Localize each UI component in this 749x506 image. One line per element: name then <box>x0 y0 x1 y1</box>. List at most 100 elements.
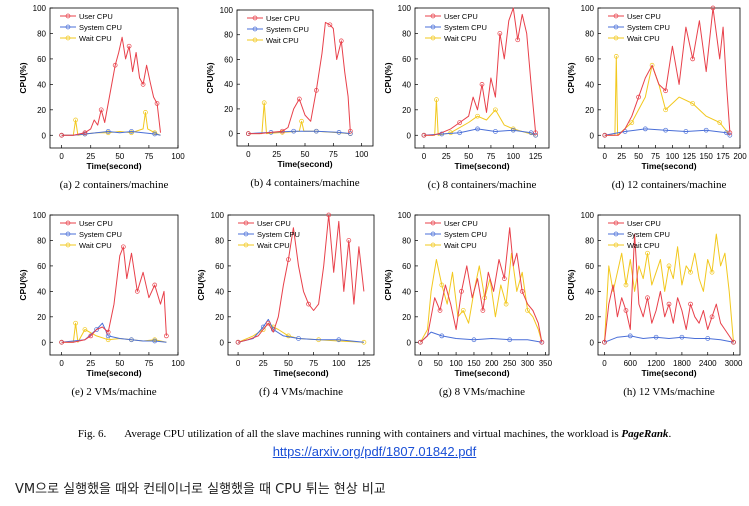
x-tick-label: 250 <box>503 359 517 368</box>
series-marker <box>286 257 291 262</box>
x-tick-label: 200 <box>485 359 499 368</box>
series-marker <box>439 282 445 288</box>
series-marker <box>525 308 530 313</box>
series-marker <box>709 314 715 320</box>
y-tick-label: 60 <box>37 262 46 271</box>
x-tick-label: 300 <box>521 359 535 368</box>
plot-frame <box>414 7 550 149</box>
caption-end: . <box>668 428 672 440</box>
series-marker <box>690 101 696 106</box>
series-user-cpu <box>423 7 537 136</box>
series-marker <box>497 31 503 36</box>
plot-frame <box>49 7 179 149</box>
series-marker <box>688 269 693 275</box>
legend-label: User CPU <box>444 12 478 21</box>
chart-6: 0 20 40 60 80 100 0 25 50 75 100 125 Time(second) CPU… <box>196 211 375 398</box>
series-marker <box>105 329 111 335</box>
series-marker <box>636 94 641 100</box>
series-user-cpu <box>237 214 365 343</box>
series-marker <box>666 263 672 269</box>
x-tick-label: 150 <box>700 152 714 161</box>
x-tick-label: 50 <box>284 359 293 368</box>
y-axis-label: CPU(%) <box>383 62 393 93</box>
series-marker <box>623 282 629 288</box>
series-system-cpu <box>61 131 161 136</box>
series-marker <box>326 212 332 218</box>
series-marker <box>663 88 668 94</box>
legend-label: System CPU <box>627 23 670 32</box>
series-system-cpu <box>61 322 167 343</box>
series-marker <box>475 126 480 132</box>
x-tick-label: 125 <box>529 152 543 161</box>
x-tick-label: 1800 <box>673 359 691 368</box>
series-marker <box>459 289 464 294</box>
x-tick-label: 0 <box>603 152 608 161</box>
paper-link[interactable]: https://arxiv.org/pdf/1807.01842.pdf <box>272 444 477 459</box>
legend-label: User CPU <box>627 12 661 21</box>
y-tick-label: 20 <box>585 106 594 115</box>
series-marker <box>279 128 285 134</box>
x-tick-label: 100 <box>355 150 369 159</box>
y-tick-label: 100 <box>398 4 412 13</box>
y-axis-label: CPU(%) <box>18 269 28 300</box>
y-tick-label: 80 <box>224 31 233 40</box>
series-user-cpu <box>604 7 731 136</box>
series-marker <box>296 96 302 102</box>
series-marker <box>296 336 301 341</box>
y-tick-label: 60 <box>402 262 411 271</box>
x-tick-label: 75 <box>486 152 495 161</box>
legend-marker <box>243 220 249 226</box>
subcaption: (b) 4 containers/machine <box>250 177 359 189</box>
subcaption: (h) 12 VMs/machine <box>623 386 715 398</box>
x-axis-label: Time(second) <box>454 161 509 171</box>
series-marker <box>663 127 668 133</box>
chart-2: 0 20 40 60 80 100 0 25 50 75 100 Time(second) CPU(%)… <box>205 6 374 189</box>
x-axis-label: Time(second) <box>86 368 141 378</box>
y-tick-label: 20 <box>224 105 233 114</box>
y-tick-label: 100 <box>581 211 595 220</box>
series-marker <box>705 336 711 341</box>
series-marker <box>493 107 498 113</box>
series-marker <box>164 333 169 339</box>
legend-label: User CPU <box>444 219 478 228</box>
chart-7: 0 20 40 60 80 100 0 50 100 150 200 250 300 350 Time(se… <box>383 211 553 398</box>
series-marker <box>629 120 635 125</box>
y-axis-label: CPU(%) <box>566 62 576 93</box>
y-tick-label: 0 <box>407 131 412 140</box>
series-wait-cpu <box>604 55 731 136</box>
y-tick-label: 0 <box>220 338 225 347</box>
y-tick-label: 40 <box>402 287 411 296</box>
x-tick-label: 75 <box>144 152 153 161</box>
series-marker <box>460 308 466 313</box>
series-marker <box>235 339 241 345</box>
x-tick-label: 25 <box>259 359 268 368</box>
x-tick-label: 2400 <box>699 359 717 368</box>
chart-8: 0 20 40 60 80 100 0 600 1200 1800 2400 3000 Time(sec… <box>566 211 743 398</box>
legend-label: Wait CPU <box>444 241 477 250</box>
series-marker <box>59 132 64 138</box>
legend-marker <box>65 13 71 19</box>
x-tick-label: 50 <box>434 359 443 368</box>
series-marker <box>688 301 693 307</box>
x-tick-label: 350 <box>539 359 553 368</box>
subcaption: (d) 12 containers/machine <box>612 179 727 191</box>
series-marker <box>710 5 716 11</box>
series-marker <box>503 301 509 307</box>
series-marker <box>346 238 352 243</box>
series-marker <box>493 129 498 134</box>
subcaption: (c) 8 containers/machine <box>428 179 537 191</box>
series-marker <box>510 126 516 132</box>
series-marker <box>73 117 78 123</box>
y-tick-label: 60 <box>215 262 224 271</box>
y-tick-label: 100 <box>211 211 225 220</box>
x-tick-label: 600 <box>624 359 638 368</box>
series-marker <box>479 82 485 87</box>
series-marker <box>129 130 134 136</box>
x-tick-label: 75 <box>144 359 153 368</box>
series-system-cpu <box>423 128 536 136</box>
series-marker <box>261 100 267 106</box>
plot-frame <box>227 214 375 356</box>
series-user-cpu <box>420 227 543 343</box>
series-user-cpu <box>248 21 351 135</box>
y-tick-label: 100 <box>581 4 595 13</box>
